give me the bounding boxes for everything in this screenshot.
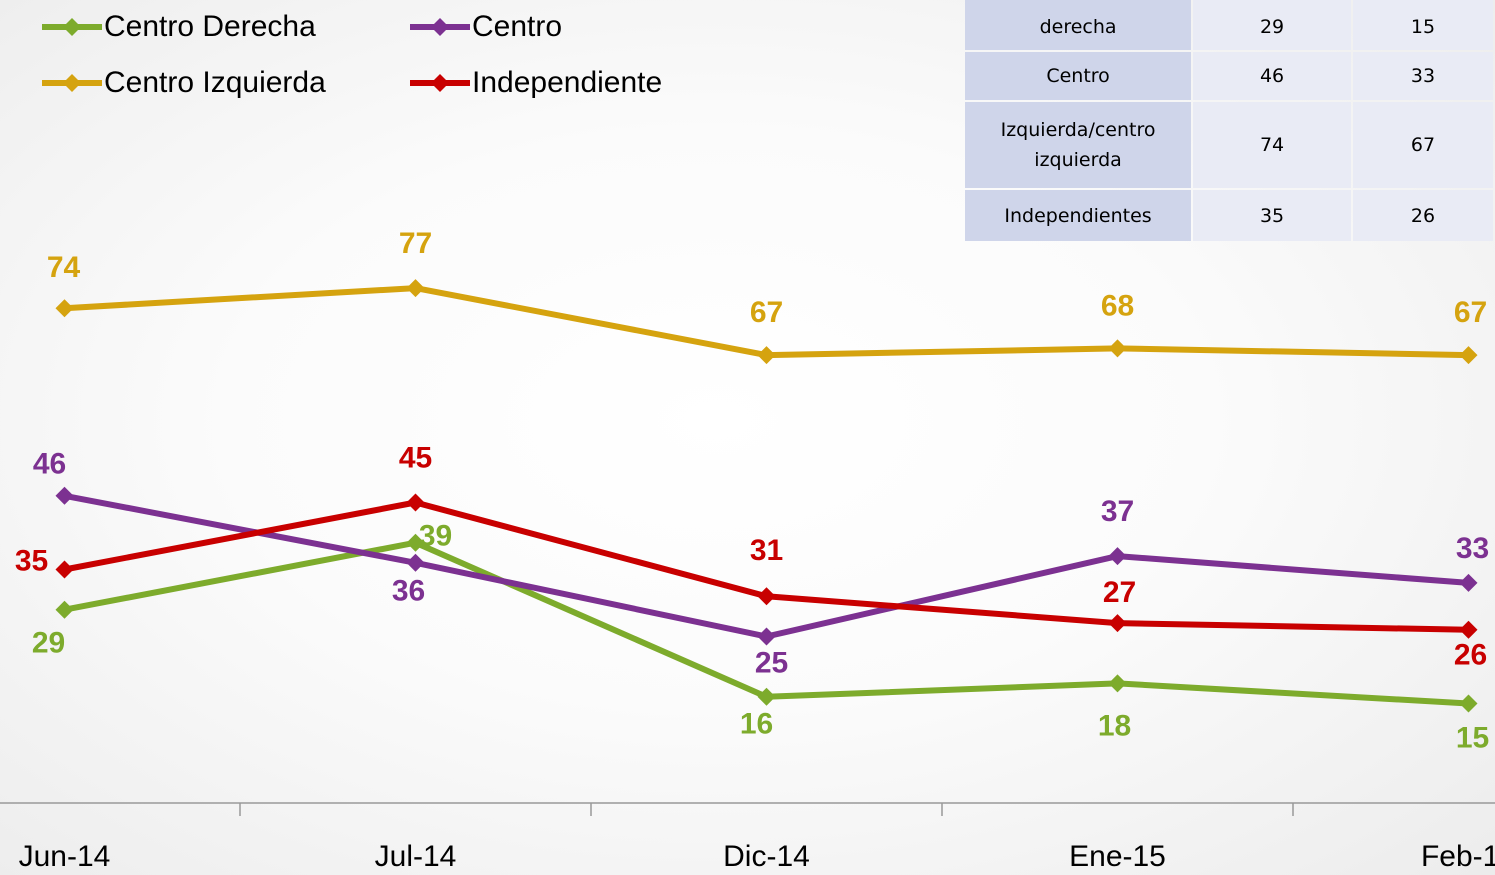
table-row: derecha 29 15: [965, 0, 1493, 50]
legend-label: Centro Derecha: [104, 10, 316, 43]
point-marker: [1459, 573, 1478, 592]
table-cell: 67: [1353, 102, 1493, 188]
data-label: 33: [1456, 532, 1489, 565]
point-marker: [1459, 620, 1478, 639]
x-tick-label: Dic-14: [723, 840, 810, 873]
point-marker: [757, 687, 776, 706]
data-label: 39: [419, 520, 452, 553]
data-label: 18: [1098, 709, 1131, 742]
table-row: Independientes 35 26: [965, 190, 1493, 241]
point-marker: [1108, 547, 1127, 566]
legend-marker: [431, 74, 449, 92]
data-label: 77: [399, 227, 432, 260]
data-label: 27: [1103, 576, 1136, 609]
point-marker: [406, 553, 425, 572]
table-cell: 29: [1193, 0, 1352, 50]
table-cell: 46: [1193, 52, 1352, 100]
summary-table: derecha 29 15 Centro 46 33 Izquierda/centro iz…: [963, 0, 1495, 243]
data-label: 15: [1456, 721, 1489, 754]
point-marker: [1459, 694, 1478, 713]
data-label: 37: [1101, 495, 1134, 528]
point-marker: [757, 346, 776, 365]
table-row: Izquierda/centro izquierda 74 67: [965, 102, 1493, 188]
data-label: 68: [1101, 289, 1134, 322]
data-label: 36: [392, 575, 425, 608]
table-cell: Independientes: [965, 190, 1192, 241]
point-marker: [1108, 614, 1127, 633]
legend-marker: [431, 18, 449, 36]
data-label: 31: [750, 534, 783, 567]
point-marker: [406, 533, 425, 552]
table-cell: 33: [1353, 52, 1493, 100]
point-marker: [757, 627, 776, 646]
data-label: 74: [47, 251, 81, 284]
point-marker: [55, 560, 74, 579]
legend-label: Centro Izquierda: [104, 66, 326, 99]
table-cell: Centro: [965, 52, 1192, 100]
point-marker: [1108, 339, 1127, 358]
legend-marker: [63, 74, 81, 92]
table-cell: 15: [1353, 0, 1493, 50]
point-marker: [55, 600, 74, 619]
table-cell: derecha: [965, 0, 1192, 50]
legend-label: Independiente: [472, 66, 662, 99]
point-marker: [406, 279, 425, 298]
point-marker: [757, 587, 776, 606]
table-cell: Izquierda/centro izquierda: [965, 102, 1192, 188]
data-label: 45: [399, 441, 432, 474]
x-tick-label: Jun-14: [19, 840, 111, 873]
data-label: 16: [740, 708, 773, 741]
point-marker: [55, 486, 74, 505]
table-cell: 74: [1193, 102, 1352, 188]
table-row: Centro 46 33: [965, 52, 1493, 100]
table-cell: 35: [1193, 190, 1352, 241]
data-label: 67: [750, 296, 783, 329]
x-tick-label: Feb-15: [1421, 840, 1495, 873]
x-tick-label: Jul-14: [375, 840, 457, 873]
legend-marker: [63, 18, 81, 36]
data-label: 67: [1454, 296, 1487, 329]
point-marker: [1459, 346, 1478, 365]
x-tick-label: Ene-15: [1069, 840, 1166, 873]
point-marker: [406, 493, 425, 512]
legend-label: Centro: [472, 10, 562, 43]
table-cell: 26: [1353, 190, 1493, 241]
data-label: 25: [755, 646, 788, 679]
data-label: 26: [1454, 639, 1487, 672]
data-label: 46: [33, 448, 66, 481]
data-label: 35: [15, 544, 48, 577]
data-label: 29: [32, 627, 65, 660]
point-marker: [55, 299, 74, 318]
point-marker: [1108, 674, 1127, 693]
